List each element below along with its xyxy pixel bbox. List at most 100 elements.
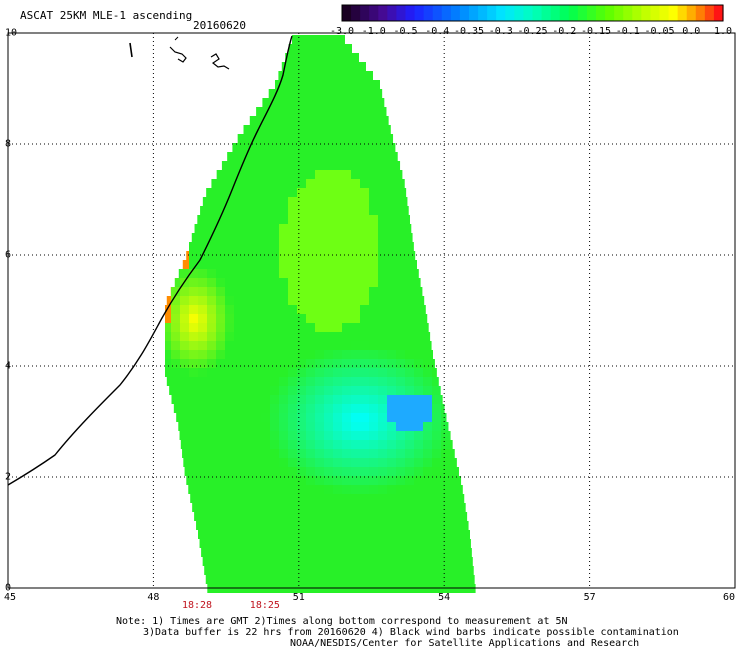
swath-cell <box>360 71 369 80</box>
swath-cell <box>171 341 180 350</box>
swath-cell <box>405 512 414 521</box>
swath-cell <box>405 260 414 269</box>
swath-cell <box>279 314 288 323</box>
x-tick-label: 57 <box>583 592 596 603</box>
swath-cell <box>243 278 252 287</box>
swath-cell <box>243 215 252 224</box>
swath-cell <box>297 251 306 260</box>
swath-cell <box>360 260 369 269</box>
swath-cell <box>315 233 324 242</box>
swath-cell <box>342 179 351 188</box>
colorbar-tick-label: -1.0 <box>361 26 386 37</box>
swath-cell <box>216 575 225 584</box>
swath-cell <box>333 278 342 287</box>
swath-cell <box>243 422 252 431</box>
swath-cell <box>414 476 423 485</box>
swath-cell <box>261 125 270 134</box>
swath-cell <box>369 197 378 206</box>
swath-cell <box>261 440 270 449</box>
swath-cell <box>360 458 369 467</box>
swath-cell <box>315 125 324 134</box>
swath-cell <box>423 557 432 566</box>
swath-cell <box>369 503 378 512</box>
swath-cell <box>351 134 360 143</box>
swath-cell <box>216 323 225 332</box>
swath-cell <box>225 539 234 548</box>
swath-cell <box>378 215 387 224</box>
x-tick-label: 45 <box>3 592 17 603</box>
swath-cell <box>450 557 459 566</box>
swath-cell <box>234 188 243 197</box>
swath-cell <box>450 458 457 467</box>
swath-cell <box>306 35 315 44</box>
swath-cell <box>288 269 297 278</box>
swath-cell <box>387 575 396 584</box>
swath-cell <box>297 440 306 449</box>
swath-cell <box>342 341 351 350</box>
swath-cell <box>378 170 387 179</box>
swath-cell <box>189 449 198 458</box>
swath-cell <box>297 368 306 377</box>
swath-cell <box>387 143 396 152</box>
swath-cell <box>378 143 387 152</box>
swath-cell <box>306 449 315 458</box>
swath-cell <box>333 422 342 431</box>
swath-cell <box>432 557 441 566</box>
swath-cell <box>351 233 360 242</box>
swath-cell <box>270 548 279 557</box>
swath-cell <box>198 503 207 512</box>
swath-cell <box>270 260 279 269</box>
swath-cell <box>182 260 192 269</box>
swath-cell <box>207 521 216 530</box>
swath-cell <box>261 296 270 305</box>
swath-cell <box>333 530 342 539</box>
swath-cell <box>189 386 198 395</box>
swath-cell <box>333 260 342 269</box>
swath-cell <box>252 215 261 224</box>
swath-cell <box>450 494 459 503</box>
swath-cell <box>387 134 394 143</box>
swath-cell <box>216 440 225 449</box>
swath-cell <box>279 386 288 395</box>
swath-cell <box>315 98 324 107</box>
island <box>210 53 230 70</box>
colorbar-segment <box>568 5 579 21</box>
swath-cell <box>342 80 351 89</box>
swath-cell <box>360 494 369 503</box>
swath-cell <box>243 152 252 161</box>
swath-cell <box>288 575 297 584</box>
swath-cell <box>270 386 279 395</box>
swath-cell <box>405 341 414 350</box>
swath-cell <box>315 458 324 467</box>
swath-cell <box>405 359 414 368</box>
swath-cell <box>342 71 351 80</box>
swath-cell <box>225 251 234 260</box>
swath-cell <box>360 485 369 494</box>
swath-cell <box>360 377 369 386</box>
swath-cell <box>396 206 405 215</box>
swath-cell <box>261 395 270 404</box>
swath-cell <box>279 107 288 116</box>
swath-cell <box>387 152 396 161</box>
swath-cell <box>396 575 405 584</box>
swath-cell <box>180 440 190 449</box>
swath-cell <box>261 458 270 467</box>
swath-cell <box>198 413 207 422</box>
swath-cell <box>279 395 288 404</box>
colorbar-tick-label: 1.0 <box>713 26 733 37</box>
swath-cell <box>216 260 225 269</box>
swath-cell <box>225 179 234 188</box>
swath-cell <box>189 341 198 350</box>
swath-cell <box>288 125 297 134</box>
swath-cell <box>306 251 315 260</box>
swath-cell <box>432 359 435 368</box>
swath-cell <box>414 359 423 368</box>
swath-cell <box>342 377 351 386</box>
swath-cell <box>216 467 225 476</box>
swath-cell <box>324 89 333 98</box>
swath-cell <box>351 485 360 494</box>
swath-cell <box>333 35 342 44</box>
swath-cell <box>315 485 324 494</box>
swath-cell <box>414 395 423 404</box>
swath-cell <box>351 539 360 548</box>
